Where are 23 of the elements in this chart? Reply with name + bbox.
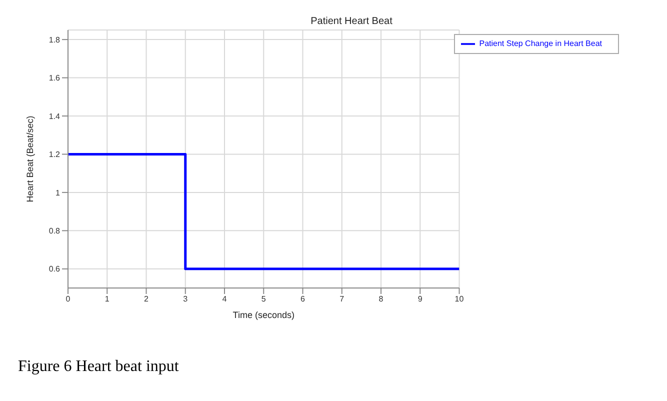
legend-label: Patient Step Change in Heart Beat <box>479 39 602 48</box>
x-axis-title: Time (seconds) <box>232 310 294 320</box>
y-tick-label: 1 <box>56 188 61 198</box>
x-tick-label: 4 <box>222 294 228 304</box>
x-tick-label: 10 <box>454 294 464 304</box>
x-tick-label: 0 <box>66 294 71 304</box>
x-tick-label: 6 <box>300 294 306 304</box>
x-tick-label: 2 <box>144 294 150 304</box>
caption: Figure 6 Heart beat input <box>18 358 180 376</box>
x-tick-label: 5 <box>261 294 266 304</box>
x-tick-label: 8 <box>378 294 384 304</box>
y-tick-label: 0.6 <box>48 264 61 274</box>
x-tick-label: 1 <box>104 294 110 304</box>
y-tick-label: 0.8 <box>48 226 61 236</box>
y-tick-label: 1.8 <box>48 35 61 44</box>
y-tick-label: 1.6 <box>48 74 61 83</box>
x-tick-label: 7 <box>340 294 345 304</box>
y-axis-title: Heart Beat (Beat/sec) <box>25 116 36 202</box>
y-tick-label: 1.4 <box>48 112 61 121</box>
x-tick-label: 9 <box>418 294 423 304</box>
y-tick-label: 1.2 <box>48 150 61 160</box>
chart-title: Patient Heart Beat <box>310 16 394 27</box>
x-tick-label: 3 <box>183 294 188 304</box>
